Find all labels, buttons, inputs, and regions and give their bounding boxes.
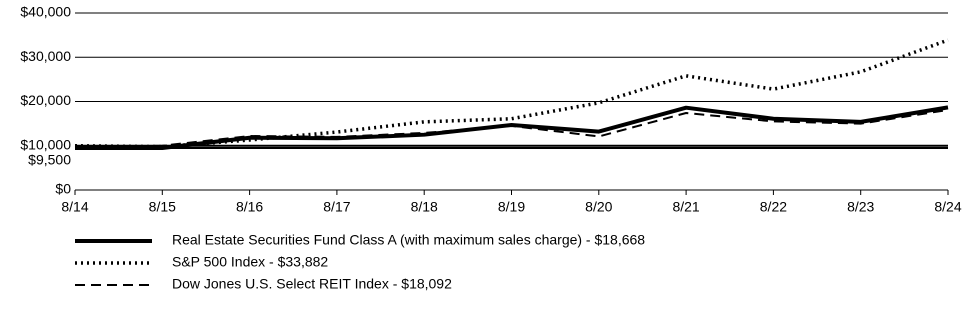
x-tick-label: 8/14: [61, 199, 88, 215]
series-line: [74, 38, 949, 149]
legend-label: Dow Jones U.S. Select REIT Index - $18,0…: [172, 276, 452, 292]
x-tick-label: 8/19: [498, 199, 525, 215]
x-tick-label: 8/15: [149, 199, 176, 215]
y-tick-label: $10,000: [20, 136, 71, 152]
x-tick-label: 8/22: [760, 199, 787, 215]
x-tick-label: 8/18: [411, 199, 438, 215]
legend-label: S&P 500 Index - $33,882: [172, 254, 328, 270]
y-tick-label: $30,000: [20, 48, 71, 64]
x-tick-label: 8/21: [672, 199, 699, 215]
y-tick-label: $0: [55, 181, 71, 197]
y-tick-label: $20,000: [20, 92, 71, 108]
x-tick-label: 8/20: [585, 199, 612, 215]
x-tick-label: 8/24: [934, 199, 961, 215]
y-tick-label: $9,500: [28, 151, 71, 167]
x-tick-label: 8/16: [236, 199, 263, 215]
series-line: [74, 108, 949, 149]
x-tick-label: 8/17: [323, 199, 350, 215]
legend-label: Real Estate Securities Fund Class A (wit…: [172, 232, 645, 248]
x-tick-label: 8/23: [847, 199, 874, 215]
y-tick-label: $40,000: [20, 4, 71, 20]
